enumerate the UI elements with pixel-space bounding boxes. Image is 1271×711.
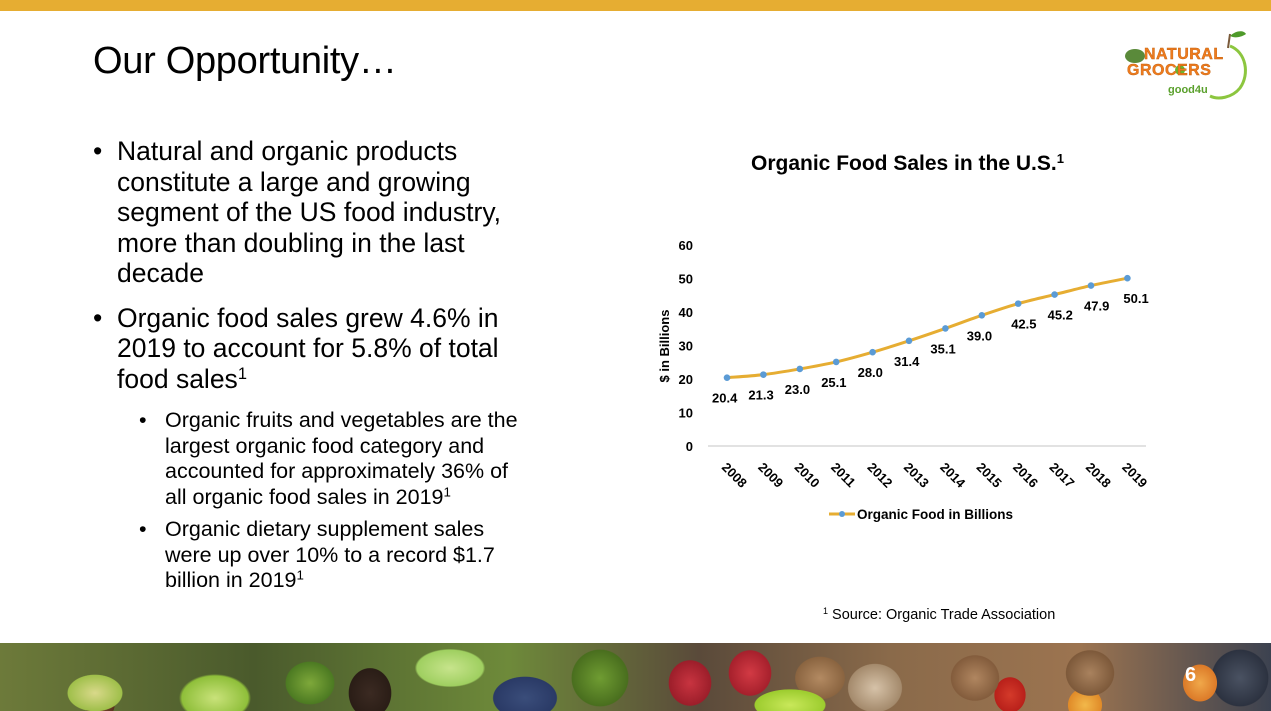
page-number: 6 [1185, 664, 1197, 686]
data-label: 31.4 [894, 354, 920, 369]
y-tick-label: 60 [679, 238, 693, 253]
legend-label: Organic Food in Billions [857, 507, 1013, 522]
bullet-item: Organic food sales grew 4.6% in 2019 to … [93, 303, 533, 395]
slide-title: Our Opportunity… [93, 40, 397, 82]
y-tick-label: 0 [686, 439, 693, 454]
footnote-ref: 1 [296, 567, 304, 583]
x-tick-label: 2015 [974, 460, 1005, 491]
data-point-marker [760, 371, 767, 378]
apple-o-icon [1175, 65, 1185, 75]
x-tick-label: 2011 [828, 460, 859, 491]
x-tick-label: 2013 [901, 460, 932, 491]
source-footnote: 1 Source: Organic Trade Association [823, 607, 1055, 623]
y-tick-label: 50 [679, 272, 693, 287]
bullet-list: Natural and organic products constitute … [93, 136, 533, 601]
y-tick-label: 40 [679, 305, 693, 320]
series-line [726, 276, 1128, 380]
logo-natural-text: NATURAL [1144, 46, 1224, 63]
x-tick-label: 2019 [1119, 460, 1150, 491]
y-tick-label: 30 [679, 339, 693, 354]
bullet-text: Organic fruits and vegetables are the la… [165, 408, 518, 509]
data-point-marker [869, 348, 876, 356]
top-accent-bar [0, 0, 1271, 11]
data-label: 50.1 [1123, 291, 1148, 306]
sub-bullet-item: Organic dietary supplement sales were up… [93, 517, 533, 594]
data-label: 23.0 [785, 382, 810, 397]
x-tick-label: 2012 [864, 460, 895, 491]
footnote-ref: 1 [443, 484, 451, 500]
footnote-text: Source: Organic Trade Association [828, 607, 1056, 623]
bullet-item: Natural and organic products constitute … [93, 136, 533, 289]
data-label: 25.1 [821, 375, 846, 390]
data-label: 42.5 [1011, 317, 1036, 332]
data-point-marker [1014, 300, 1022, 307]
data-point-marker [1051, 291, 1058, 298]
chart-title: Organic Food Sales in the U.S.1 [751, 152, 1064, 176]
data-label: 28.0 [858, 365, 883, 380]
y-tick-label: 20 [679, 372, 693, 387]
data-point-marker [978, 312, 986, 319]
natural-grocers-logo: NATURAL GROCERS good4u [1118, 26, 1253, 106]
data-label: 47.9 [1084, 299, 1109, 314]
bullet-text: Organic food sales grew 4.6% in 2019 to … [117, 302, 499, 394]
sub-bullet-item: Organic fruits and vegetables are the la… [93, 408, 533, 510]
footnote-ref: 1 [1056, 150, 1064, 166]
y-tick-label: 10 [679, 406, 693, 421]
data-point-marker [832, 358, 840, 366]
chart-title-text: Organic Food Sales in the U.S. [751, 152, 1057, 175]
x-tick-label: 2014 [937, 460, 969, 492]
data-label: 35.1 [930, 341, 955, 356]
x-tick-label: 2010 [792, 460, 823, 491]
x-tick-label: 2009 [755, 460, 786, 491]
footnote-ref: 1 [237, 364, 247, 383]
data-point-marker [905, 337, 913, 345]
x-tick-label: 2018 [1083, 460, 1114, 491]
bullet-text: Natural and organic products constitute … [117, 136, 501, 288]
legend-marker-icon [839, 511, 845, 517]
logo-grocers-text: GROCERS [1127, 62, 1212, 79]
data-label: 21.3 [748, 388, 773, 403]
produce-photo-banner [0, 643, 1271, 711]
data-point-marker [942, 325, 949, 332]
x-tick-label: 2016 [1010, 460, 1041, 491]
data-point-marker [1124, 274, 1131, 282]
x-tick-label: 2017 [1046, 460, 1077, 491]
data-label: 39.0 [967, 328, 992, 343]
data-point-marker [1087, 282, 1095, 289]
footnote-marker: 1 [823, 606, 828, 617]
data-label: 45.2 [1048, 308, 1073, 323]
data-point-marker [796, 365, 804, 373]
broccoli-icon [1125, 49, 1145, 63]
logo-tagline: good4u [1168, 84, 1208, 96]
data-point-marker [723, 374, 731, 381]
y-axis-label: $ in Billions [657, 310, 672, 383]
bullet-text: Organic dietary supplement sales were up… [165, 517, 495, 592]
data-label: 20.4 [712, 391, 738, 406]
apple-outline-icon [1125, 31, 1247, 100]
x-tick-label: 2008 [719, 460, 750, 491]
